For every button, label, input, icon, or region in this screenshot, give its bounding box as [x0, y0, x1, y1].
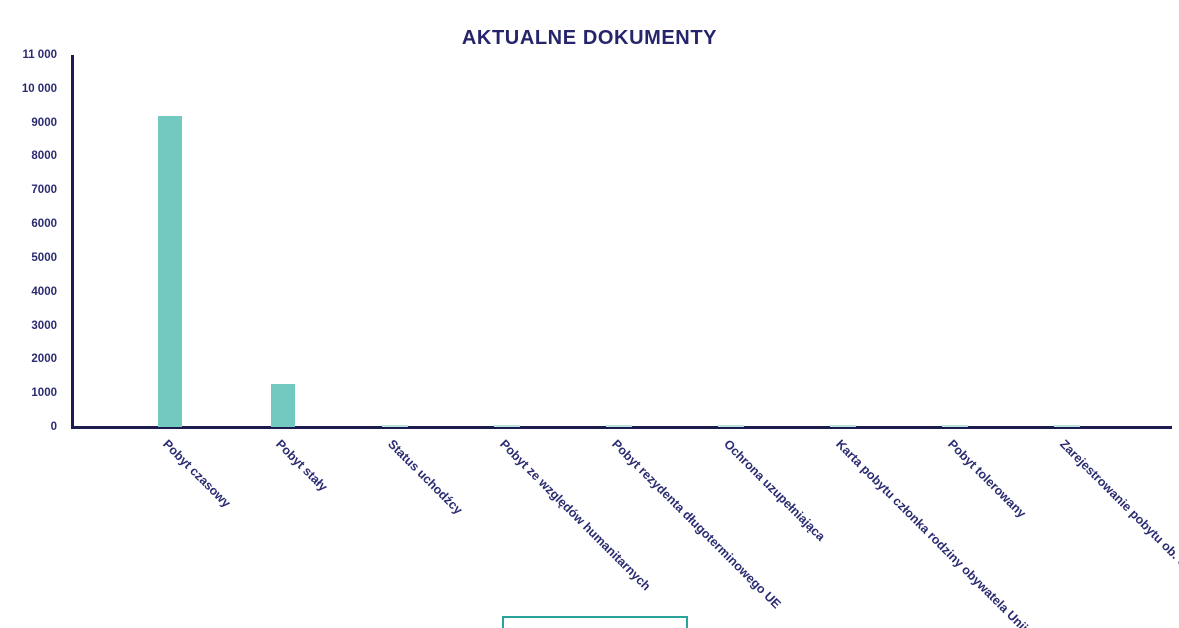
bar-2 [382, 424, 408, 427]
bar-1 [271, 384, 295, 427]
y-axis-tick-8000: 8000 [31, 150, 57, 163]
y-axis-tick-0: 0 [50, 421, 57, 433]
y-axis-tick-11000: 11 000 [22, 49, 57, 61]
x-axis-line [71, 426, 1172, 429]
x-axis-label-text: Ochrona uzupełniająca [721, 437, 828, 544]
y-axis-tick-4000: 4000 [31, 285, 57, 298]
x-axis-label-text: Zarejestrowanie pobytu ob. UE [1057, 437, 1179, 577]
x-axis-category-labels: Pobyt czasowy Pobyt stały Status uchodźcy P… [71, 429, 1179, 628]
x-axis-label-text: Status uchodźcy [385, 437, 466, 518]
x-axis-label-text: Pobyt tolerowany [945, 437, 1029, 521]
bars-layer [71, 55, 1172, 427]
y-axis-tick-3000: 3000 [31, 319, 57, 332]
legend-box-outline [502, 616, 688, 628]
bar-3 [494, 425, 520, 427]
y-axis-tick-7000: 7000 [31, 184, 57, 197]
x-axis-label-text: Pobyt czasowy [160, 437, 234, 511]
y-axis-tick-9000: 9000 [31, 116, 57, 129]
bar-5 [718, 425, 744, 427]
y-axis-tick-5000: 5000 [31, 251, 57, 264]
y-axis-tick-6000: 6000 [31, 218, 57, 231]
bar-8 [1054, 425, 1080, 427]
bar-0 [158, 115, 182, 427]
y-axis-tick-10000: 10 000 [21, 82, 57, 95]
y-axis-tick-labels: 11 000 10 000 9000 8000 7000 6000 5000 4000 3000… [0, 49, 66, 433]
x-axis-label-text: Pobyt stały [273, 437, 331, 495]
bar-7 [942, 425, 968, 427]
bar-4 [606, 425, 632, 427]
y-axis-line [71, 55, 74, 428]
y-axis-tick-2000: 2000 [31, 353, 57, 366]
y-axis-tick-1000: 1000 [31, 387, 57, 400]
chart-title: AKTUALNE DOKUMENTY [461, 27, 718, 49]
bar-6 [830, 425, 856, 427]
